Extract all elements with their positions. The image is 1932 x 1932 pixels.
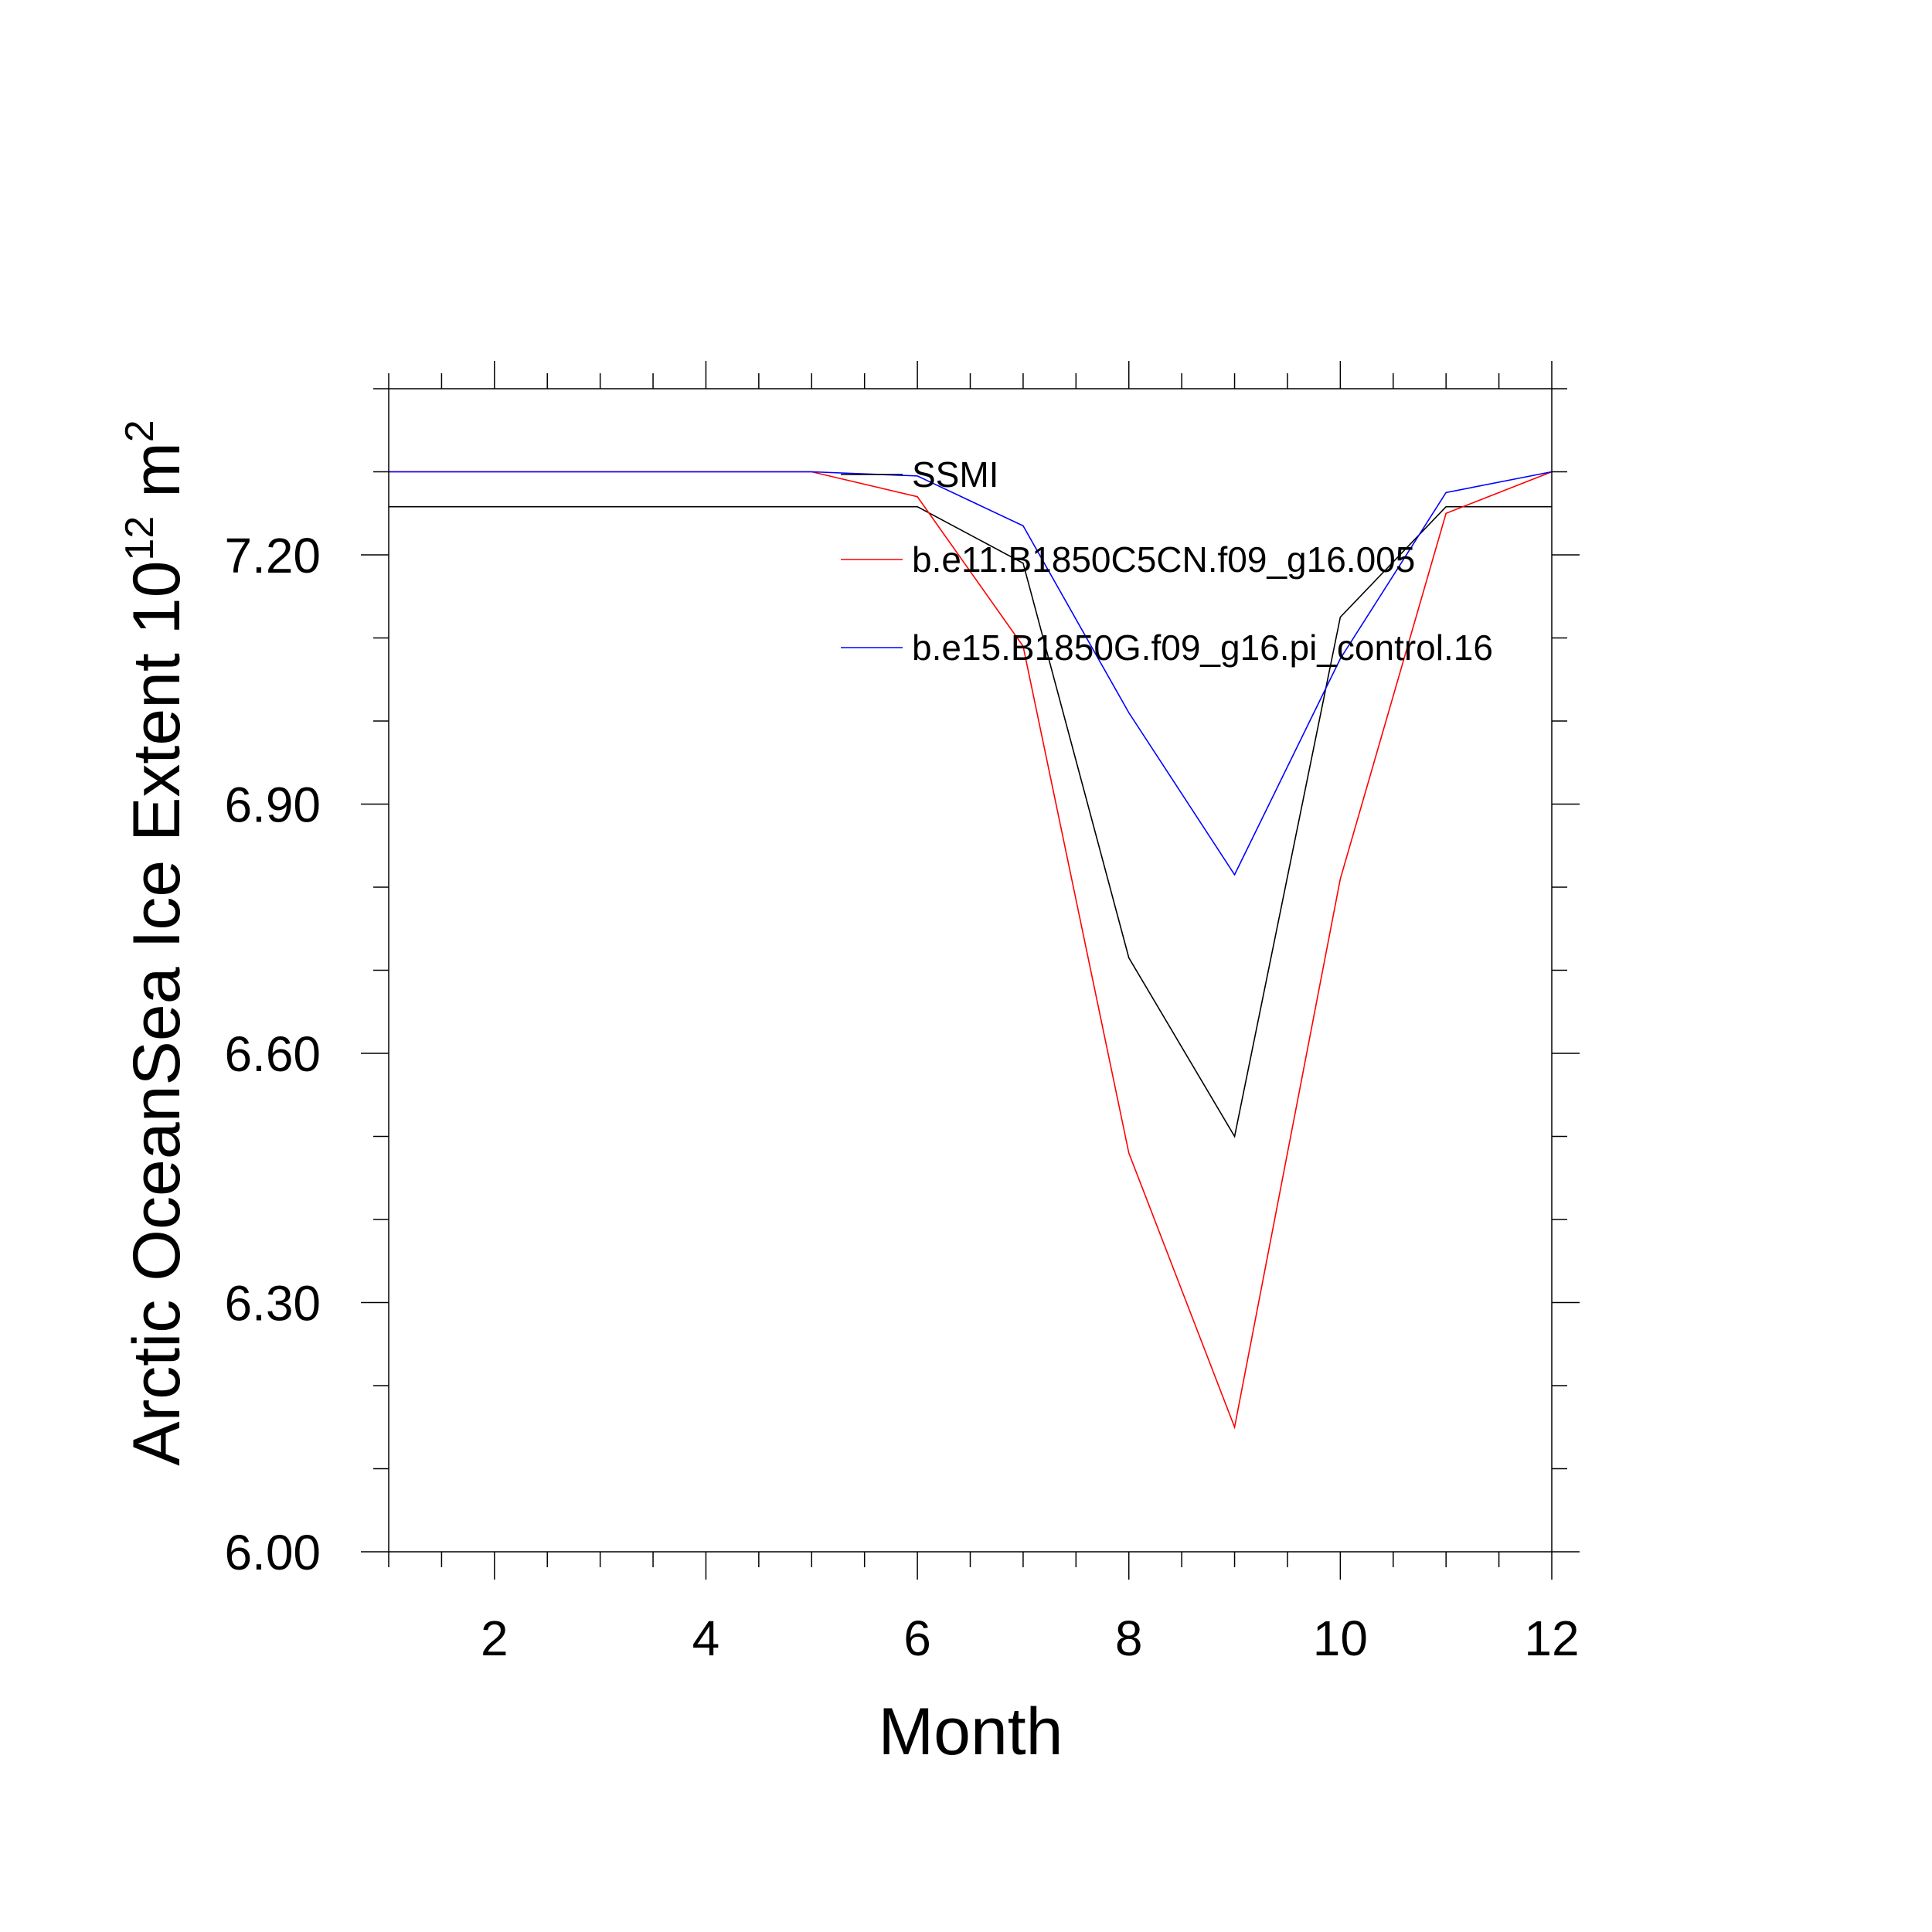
y-tick-label: 6.60 [224, 1026, 321, 1082]
legend-label: b.e15.B1850G.f09_g16.pi_control.16 [912, 628, 1493, 668]
y-tick-label: 6.30 [224, 1276, 321, 1332]
series-line [389, 505, 1552, 1138]
y-axis-label-unit: m [120, 442, 194, 516]
legend-label: SSMI [912, 454, 998, 495]
y-axis-label: Arctic OceanSea Ice Extent 1012 m2 [117, 420, 194, 1465]
series-line [389, 471, 1553, 876]
x-axis-label: Month [878, 1695, 1063, 1769]
tick-labels: 2 4 6 8 10 12 6.00 6.30 6.60 6.90 7.20 [224, 528, 1579, 1666]
y-axis-label-main: Arctic OceanSea Ice Extent 10 [120, 561, 194, 1466]
series-line [389, 471, 1553, 1430]
series-lines [389, 471, 1553, 1430]
axis-ticks [361, 361, 1580, 1580]
y-axis-label-exponent: 12 [117, 516, 162, 561]
y-tick-label: 7.20 [224, 528, 321, 583]
x-tick-label: 4 [692, 1611, 720, 1666]
x-tick-label: 6 [903, 1611, 931, 1666]
x-tick-label: 8 [1115, 1611, 1143, 1666]
y-axis-label-unit-exponent: 2 [117, 420, 162, 442]
plot-frame [388, 388, 1553, 1553]
x-tick-label: 12 [1524, 1611, 1579, 1666]
legend-label: b.e11.B1850C5CN.f09_g16.005 [912, 539, 1415, 580]
x-tick-label: 2 [481, 1611, 509, 1666]
y-tick-label: 6.00 [224, 1525, 321, 1580]
legend: SSMI b.e11.B1850C5CN.f09_g16.005 b.e15.B18… [841, 454, 1493, 668]
y-tick-label: 6.90 [224, 777, 321, 833]
x-tick-label: 10 [1313, 1611, 1368, 1666]
